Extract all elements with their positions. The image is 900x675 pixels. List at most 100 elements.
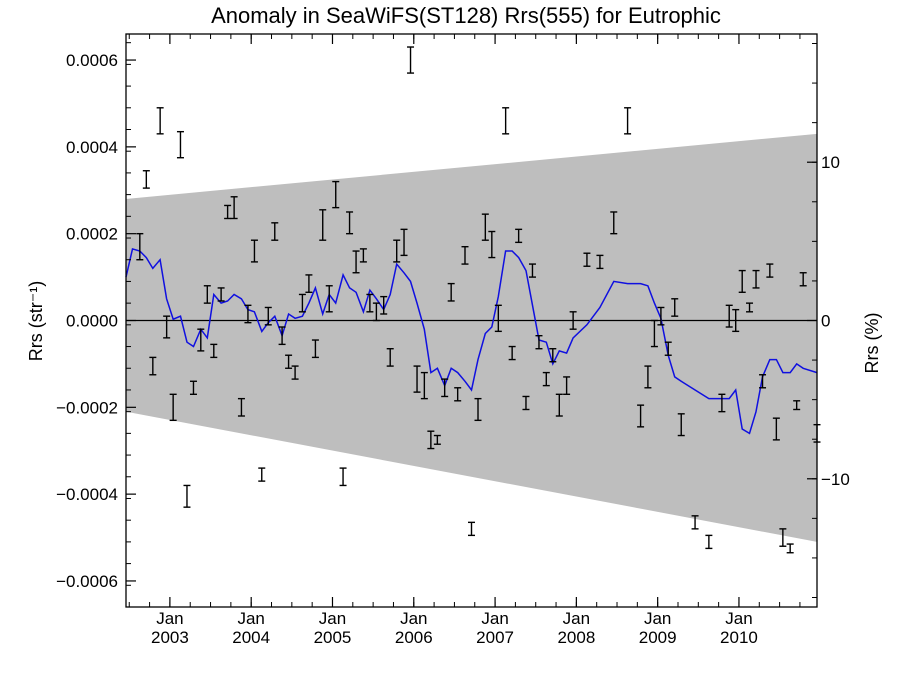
x-tick-label-month: Jan xyxy=(156,609,183,628)
error-bar xyxy=(691,515,699,530)
error-bar xyxy=(169,393,177,422)
error-bar xyxy=(732,308,740,333)
error-bar xyxy=(136,232,144,261)
x-tick-label-month: Jan xyxy=(563,609,590,628)
error-bar xyxy=(555,393,563,417)
chart-title: Anomaly in SeaWiFS(ST128) Rrs(555) for E… xyxy=(211,3,721,28)
error-bar xyxy=(393,239,401,263)
error-bar xyxy=(244,304,252,324)
smoothed-series-line xyxy=(125,247,818,435)
error-bar xyxy=(779,528,787,547)
x-tick-label-year: 2004 xyxy=(232,628,270,647)
x-tick-label-year: 2008 xyxy=(557,628,595,647)
x-tick-label-year: 2006 xyxy=(395,628,433,647)
x-tick-label-year: 2003 xyxy=(151,628,189,647)
error-bar xyxy=(677,413,685,437)
error-bar xyxy=(339,467,347,487)
error-bar xyxy=(285,354,293,369)
error-bar xyxy=(671,298,679,317)
error-bar xyxy=(786,543,794,554)
error-bar xyxy=(522,395,530,411)
x-tick-label-month: Jan xyxy=(481,609,508,628)
error-bar xyxy=(420,371,428,400)
error-bar xyxy=(366,293,374,313)
error-bar xyxy=(583,252,591,267)
y-tick-label: −0.0002 xyxy=(56,398,118,417)
error-bar xyxy=(718,393,726,413)
error-bar xyxy=(766,263,774,278)
error-bar xyxy=(610,211,618,235)
error-bar xyxy=(346,211,354,235)
error-bar xyxy=(224,204,232,220)
y-tick-label: 0.0006 xyxy=(66,51,118,70)
error-bar xyxy=(258,467,266,482)
error-bar xyxy=(380,295,388,315)
error-bar xyxy=(298,293,306,313)
error-bar xyxy=(203,285,211,304)
error-bar xyxy=(528,263,536,278)
smoothed-series-group xyxy=(125,247,818,435)
y-tick-label: 0.0002 xyxy=(66,225,118,244)
error-bar xyxy=(250,239,258,263)
error-bar xyxy=(400,228,408,257)
error-bar xyxy=(644,365,652,389)
error-bar xyxy=(502,107,510,135)
error-bar xyxy=(738,269,746,293)
error-bar xyxy=(142,170,150,189)
error-bar xyxy=(563,376,571,395)
error-bar xyxy=(372,302,380,322)
error-bar xyxy=(305,274,313,293)
error-bar xyxy=(189,380,197,395)
error-bar xyxy=(447,282,455,302)
error-bar xyxy=(461,246,469,265)
y2-tick-label: 10 xyxy=(821,153,840,172)
error-bar xyxy=(664,341,672,356)
error-bar xyxy=(454,387,462,402)
error-bar xyxy=(291,365,299,380)
error-bar xyxy=(725,304,733,328)
error-bar xyxy=(441,378,449,398)
y-axis-label: Rrs (str⁻¹) xyxy=(26,281,46,361)
error-bar xyxy=(352,250,360,274)
error-bar xyxy=(230,196,238,220)
error-bar xyxy=(759,374,767,389)
error-bar xyxy=(474,397,482,422)
y2-tick-label: 0 xyxy=(821,312,830,331)
error-bar xyxy=(278,326,286,346)
y-tick-label: −0.0006 xyxy=(56,572,118,591)
error-bar xyxy=(515,228,523,244)
error-bar xyxy=(407,46,415,74)
error-bar xyxy=(163,315,171,339)
y2-axis-label: Rrs (%) xyxy=(862,313,882,374)
error-bar xyxy=(705,534,713,550)
error-bar xyxy=(494,304,502,333)
x-tick-label-month: Jan xyxy=(644,609,671,628)
error-bar xyxy=(264,306,272,326)
error-bar xyxy=(657,306,665,326)
error-bar xyxy=(332,180,340,209)
error-bar xyxy=(488,230,496,259)
x-tick-label-year: 2007 xyxy=(476,628,514,647)
error-bar xyxy=(752,269,760,289)
error-bar xyxy=(311,339,319,359)
x-tick-label-month: Jan xyxy=(319,609,346,628)
error-bar xyxy=(210,343,218,359)
error-bar xyxy=(325,285,333,313)
error-bar xyxy=(433,434,441,445)
error-bar xyxy=(156,107,164,135)
error-bar xyxy=(197,328,205,352)
error-bar xyxy=(386,348,394,367)
error-bar xyxy=(468,521,475,537)
error-bar xyxy=(535,334,543,350)
axes-group: −0.0006 −0.0004 −0.0002 0.0000 0.0002 0.0004 0… xyxy=(56,33,850,647)
error-bar xyxy=(746,302,754,313)
error-bar xyxy=(637,404,645,428)
error-bar xyxy=(793,400,801,411)
x-tick-label-month: Jan xyxy=(400,609,427,628)
y-tick-label: 0.0000 xyxy=(66,312,118,331)
x-tick-label-month: Jan xyxy=(237,609,264,628)
error-bar xyxy=(237,397,245,417)
error-bar xyxy=(772,417,780,441)
error-bar xyxy=(271,222,279,241)
